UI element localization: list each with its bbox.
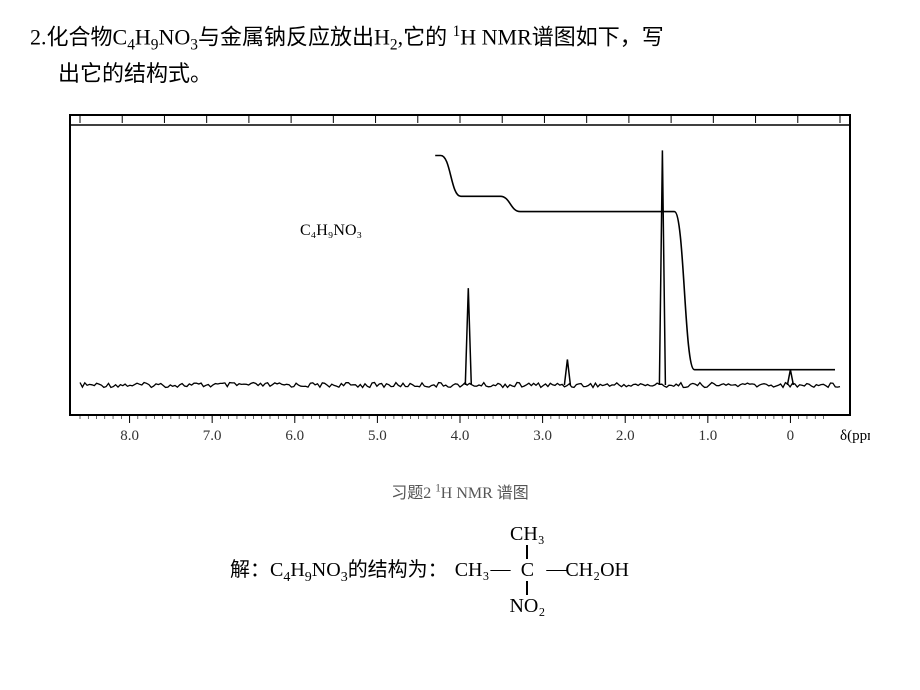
svg-text:1.0: 1.0 (698, 428, 717, 444)
svg-text:8.0: 8.0 (120, 428, 139, 444)
structure-left: CH₃ (454, 559, 491, 581)
axis-ticks (80, 415, 823, 423)
structure-top: CH₃ (509, 523, 546, 545)
chemical-structure: CH₃ — CH₃ C NO₂ — CH₂OH (454, 523, 630, 617)
svg-text:2.0: 2.0 (616, 428, 635, 444)
svg-text:6.0: 6.0 (285, 428, 304, 444)
svg-text:4.0: 4.0 (451, 428, 470, 444)
svg-text:3.0: 3.0 (533, 428, 552, 444)
nmr-spectrum: C₄H₉NO₃ 8.0 7.0 6.0 5.0 4.0 3.0 2.0 1.0 0 δ(ppm) (50, 105, 870, 475)
integral-curve (435, 155, 835, 369)
axis-tick-labels: 8.0 7.0 6.0 5.0 4.0 3.0 2.0 1.0 0 (120, 428, 794, 444)
question-number: 2. (30, 24, 47, 49)
question-line2: 出它的结构式。 (58, 57, 890, 90)
baseline (80, 382, 840, 387)
structure-right: CH₂OH (564, 559, 630, 581)
spectrum-svg: C₄H₉NO₃ 8.0 7.0 6.0 5.0 4.0 3.0 2.0 1.0 0 δ(ppm) (50, 105, 870, 475)
peaks (465, 150, 793, 385)
svg-text:7.0: 7.0 (203, 428, 222, 444)
answer-section: 解：C4H9NO3的结构为： CH₃ — CH₃ C NO₂ — CH₂OH (30, 523, 890, 617)
answer-label: 解：C4H9NO3的结构为： (230, 553, 448, 586)
svg-text:5.0: 5.0 (368, 428, 387, 444)
spectrum-caption: 习题2 1H NMR 谱图 (30, 479, 890, 503)
structure-bottom: NO₂ (508, 595, 546, 617)
structure-center: C (520, 559, 535, 581)
question-text: 2.化合物C4H9NO3与金属钠反应放出H2,它的 1H NMR谱图如下，写 出… (30, 20, 890, 90)
formula-label: C₄H₉NO₃ (300, 222, 362, 239)
axis-unit: δ(ppm) (840, 428, 870, 444)
svg-text:0: 0 (787, 428, 795, 444)
